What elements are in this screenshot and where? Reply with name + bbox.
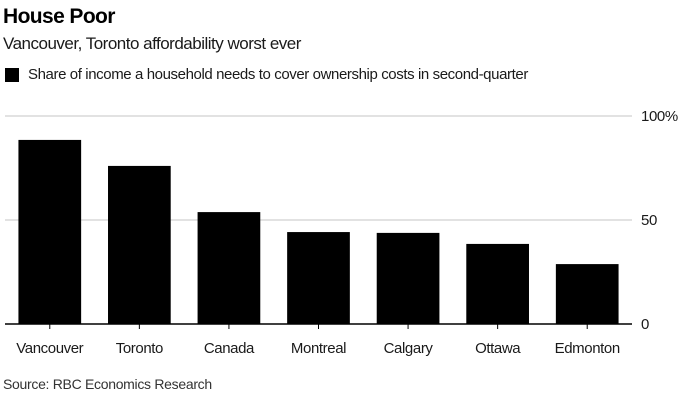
bar-canada bbox=[197, 212, 261, 324]
legend: Share of income a household needs to cov… bbox=[5, 66, 528, 83]
bar-montreal bbox=[287, 232, 350, 324]
y-tick-label: 0 bbox=[641, 316, 649, 333]
legend-swatch bbox=[5, 67, 19, 82]
x-tick-label: Montreal bbox=[291, 340, 346, 357]
source-note: Source: RBC Economics Research bbox=[3, 376, 212, 392]
x-tick-label: Vancouver bbox=[16, 340, 83, 357]
bar-vancouver bbox=[18, 139, 82, 324]
chart-subtitle: Vancouver, Toronto affordability worst e… bbox=[3, 34, 301, 53]
x-tick-label: Calgary bbox=[384, 340, 434, 357]
x-axis: Vancouver Toronto Canada Montreal Calgary Ott… bbox=[5, 323, 632, 357]
x-tick-label: Edmonton bbox=[555, 340, 620, 357]
y-tick-label: 50 bbox=[641, 212, 657, 229]
bar-ottawa bbox=[466, 243, 529, 324]
x-tick-label: Toronto bbox=[116, 340, 163, 357]
bar-toronto bbox=[108, 165, 171, 324]
chart-title: House Poor bbox=[3, 5, 115, 28]
bar-calgary bbox=[376, 232, 440, 324]
x-tick-label: Canada bbox=[204, 340, 255, 357]
x-tick-label: Ottawa bbox=[475, 340, 521, 357]
y-axis: 0 50 100% bbox=[641, 108, 678, 333]
bar-edmonton bbox=[555, 264, 619, 324]
bars bbox=[18, 139, 619, 324]
y-tick-label: 100% bbox=[641, 108, 678, 125]
legend-label: Share of income a household needs to cov… bbox=[28, 66, 528, 83]
gridlines bbox=[5, 115, 632, 221]
